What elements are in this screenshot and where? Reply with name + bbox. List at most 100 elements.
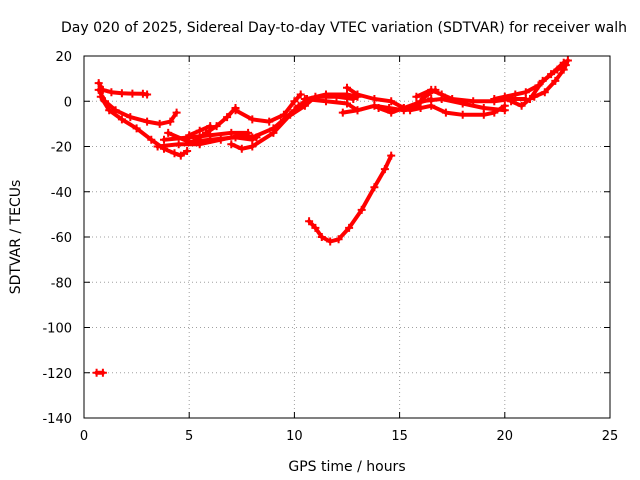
x-tick-label: 25 — [602, 429, 619, 444]
x-tick-label: 5 — [185, 429, 193, 444]
data-point — [538, 76, 547, 85]
grid-lines — [84, 56, 610, 418]
data-point — [206, 122, 215, 131]
data-point — [117, 115, 126, 124]
data-point — [416, 97, 425, 106]
y-tick-label: 0 — [64, 95, 72, 110]
data-point — [332, 92, 341, 101]
data-point — [311, 223, 320, 232]
data-point — [155, 119, 164, 128]
data-point — [300, 95, 309, 103]
data-point — [143, 117, 152, 126]
data-point — [380, 165, 389, 174]
y-tick-label: 20 — [55, 50, 72, 65]
series-arc-3 — [98, 94, 190, 158]
data-point — [500, 106, 509, 115]
x-axis-label: GPS time / hours — [288, 459, 405, 475]
data-series — [92, 56, 572, 377]
data-point — [521, 88, 530, 97]
data-point — [507, 97, 516, 106]
y-tick-label: -120 — [42, 367, 72, 382]
data-point — [248, 115, 257, 124]
data-point — [370, 95, 379, 103]
data-point — [374, 104, 383, 112]
data-point — [357, 205, 366, 214]
data-point — [500, 92, 509, 101]
data-point — [279, 115, 288, 124]
data-point — [387, 151, 396, 160]
data-point — [326, 237, 335, 246]
data-point — [96, 92, 105, 101]
series-arc-23 — [307, 153, 394, 244]
data-point — [269, 124, 278, 133]
data-point — [265, 117, 274, 126]
data-point — [231, 133, 240, 142]
chart-title: Day 020 of 2025, Sidereal Day-to-day VTE… — [61, 20, 627, 36]
data-point — [166, 117, 175, 126]
data-point — [223, 113, 232, 122]
data-point — [412, 92, 421, 101]
x-tick-label: 15 — [391, 429, 408, 444]
data-point — [305, 217, 314, 226]
data-point — [237, 144, 246, 153]
data-point — [248, 142, 257, 151]
data-point — [227, 140, 236, 149]
data-point — [551, 76, 560, 85]
x-tick-label: 20 — [497, 429, 514, 444]
data-point — [559, 65, 568, 74]
data-point — [370, 183, 379, 192]
y-tick-label: -20 — [51, 141, 72, 156]
series-arc-10 — [233, 92, 303, 124]
data-point — [526, 95, 534, 103]
data-point — [195, 126, 204, 135]
data-point — [427, 101, 436, 110]
data-point — [370, 101, 379, 110]
data-point — [94, 85, 103, 94]
data-point — [540, 88, 549, 97]
data-point — [399, 104, 408, 112]
data-point — [160, 135, 168, 144]
plot-frame — [83, 55, 611, 419]
data-point — [185, 131, 194, 140]
data-point — [511, 90, 520, 99]
data-point — [479, 104, 488, 112]
data-point — [530, 92, 539, 101]
data-point — [202, 128, 210, 137]
data-point — [479, 110, 488, 119]
data-point — [94, 79, 103, 88]
data-point — [107, 88, 116, 97]
data-point — [143, 90, 152, 99]
y-tick-label: -40 — [51, 186, 72, 201]
data-point — [353, 106, 362, 115]
y-tick-label: -60 — [51, 231, 72, 246]
data-point — [349, 95, 358, 103]
data-point — [563, 56, 572, 65]
y-tick-label: -80 — [51, 276, 72, 291]
data-point — [231, 106, 240, 115]
data-point — [183, 147, 192, 155]
data-point — [300, 101, 309, 110]
data-point — [132, 124, 141, 133]
data-point — [206, 135, 215, 144]
data-point — [317, 233, 326, 241]
y-tick-label: -100 — [42, 322, 72, 337]
data-point — [147, 135, 156, 144]
data-point — [437, 95, 446, 103]
data-point — [164, 128, 173, 137]
data-point — [176, 151, 185, 160]
data-point — [248, 133, 257, 142]
data-point — [290, 97, 299, 106]
data-point — [458, 99, 467, 108]
y-tick-label: -140 — [42, 412, 72, 427]
data-point — [490, 95, 499, 103]
tick-labels: 0 5 10 15 20 25 -140 -120 -100 -80 -60 -40 -20 0 20 — [42, 50, 618, 444]
data-point — [427, 85, 436, 94]
data-point — [170, 149, 179, 158]
data-point — [117, 89, 126, 98]
data-point — [343, 83, 351, 92]
data-point — [128, 89, 137, 98]
data-point — [345, 223, 354, 232]
data-point — [227, 128, 236, 137]
data-point — [172, 108, 181, 117]
